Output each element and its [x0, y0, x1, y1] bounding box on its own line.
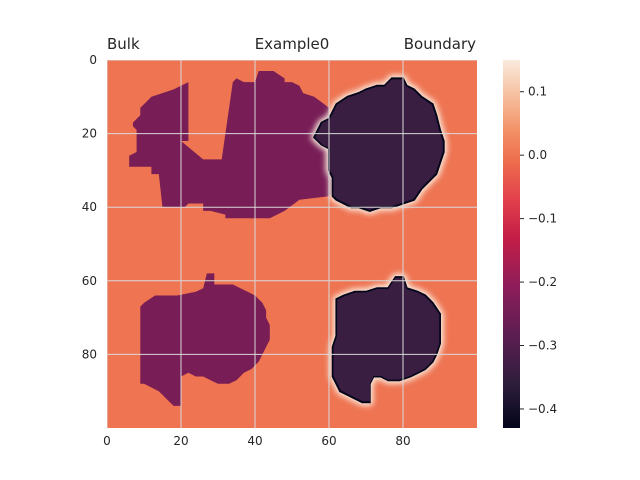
y-tick-label: 0: [89, 53, 97, 67]
y-axis-ticks: 0 20 40 60 80: [82, 53, 97, 361]
y-tick-label: 20: [82, 127, 97, 141]
y-tick-label: 40: [82, 200, 97, 214]
title-center: Example0: [255, 35, 330, 53]
heatmap-region: [333, 278, 440, 402]
title-right: Boundary: [404, 35, 476, 53]
colorbar-ticks: 0.1 0.0 −0.1 −0.2 −0.3 −0.4: [520, 85, 557, 416]
y-tick-label: 80: [82, 347, 97, 361]
x-axis-ticks: 0 20 40 60 80: [103, 434, 410, 448]
colorbar-tick-label: −0.2: [528, 275, 557, 289]
x-tick-label: 0: [103, 434, 111, 448]
y-tick-label: 60: [82, 274, 97, 288]
grid-lines: [107, 60, 477, 428]
colorbar-tick-label: −0.1: [528, 212, 557, 226]
heatmap-plot: [107, 60, 477, 428]
x-tick-label: 60: [321, 434, 336, 448]
heatmap-region: [315, 79, 443, 210]
heatmap-region: [129, 71, 355, 219]
colorbar: [503, 60, 520, 428]
colorbar-tick-label: 0.1: [528, 85, 547, 99]
colorbar-tick-label: −0.3: [528, 339, 557, 353]
title-left: Bulk: [107, 35, 140, 53]
heatmap-regions: [129, 71, 448, 406]
colorbar-tick-label: 0.0: [528, 148, 547, 162]
x-tick-label: 40: [247, 434, 262, 448]
x-tick-label: 20: [173, 434, 188, 448]
x-tick-label: 80: [395, 434, 410, 448]
colorbar-tick-label: −0.4: [528, 402, 557, 416]
heatmap-region: [140, 273, 270, 406]
